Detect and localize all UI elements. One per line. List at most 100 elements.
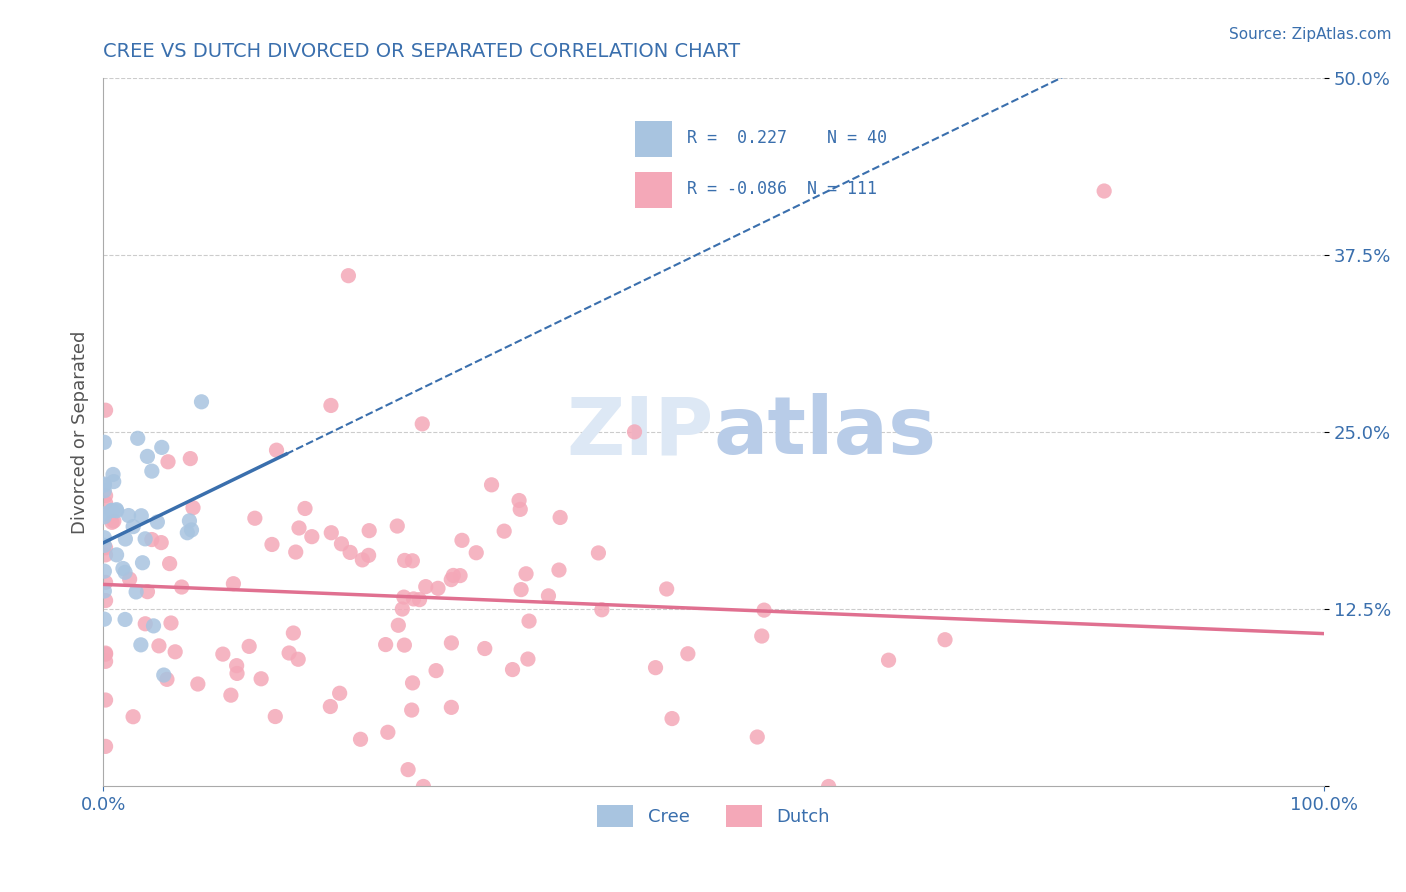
Point [394,638,416,652]
Point [427,582,450,596]
Y-axis label: Divorced or Separated: Divorced or Separated [72,330,89,533]
Point [160,615,183,630]
Point [391,602,413,616]
Point [93,538,115,552]
Point [225,658,247,673]
Point [465,546,488,560]
Point [150,441,173,455]
Point [136,450,159,464]
Point [122,519,145,533]
Point [100,503,122,517]
Point [136,584,159,599]
Text: atlas: atlas [713,393,936,471]
Point [401,703,423,717]
Point [94,654,117,668]
Point [118,572,141,586]
Point [93,509,115,524]
Point [190,394,212,409]
Point [94,647,117,661]
Point [751,629,773,643]
Point [157,455,180,469]
Point [105,502,128,516]
Point [494,524,516,538]
Point [93,435,115,450]
Point [284,545,307,559]
Point [357,549,380,563]
Point [180,523,202,537]
Point [94,403,117,417]
Point [94,496,117,510]
Point [330,537,353,551]
Point [287,652,309,666]
Point [402,591,425,606]
Point [747,730,769,744]
Point [94,575,117,590]
Point [516,652,538,666]
Point [377,725,399,739]
Point [441,568,464,582]
Point [591,603,613,617]
Point [122,710,145,724]
Point [156,673,179,687]
Point [260,537,283,551]
Point [359,524,381,538]
Point [114,532,136,546]
Point [94,646,117,660]
Point [103,475,125,489]
Point [211,647,233,661]
Point [105,504,128,518]
Point [222,576,245,591]
Point [349,732,371,747]
Point [105,548,128,562]
Point [425,664,447,678]
Text: ZIP: ZIP [567,393,713,471]
Point [278,646,301,660]
Point [117,508,139,523]
Point [250,672,273,686]
Point [752,603,775,617]
Point [146,515,169,529]
Point [288,521,311,535]
Point [93,612,115,626]
Text: CREE VS DUTCH DIVORCED OR SEPARATED CORRELATION CHART: CREE VS DUTCH DIVORCED OR SEPARATED CORR… [103,42,740,61]
Point [502,663,524,677]
Point [510,582,533,597]
Point [148,639,170,653]
Point [264,709,287,723]
Point [131,556,153,570]
Point [329,686,352,700]
Point [100,503,122,517]
Point [94,489,117,503]
Point [101,467,124,482]
Point [93,531,115,545]
Point [623,425,645,439]
Point [817,780,839,794]
Point [238,640,260,654]
Point [676,647,699,661]
Text: Source: ZipAtlas.com: Source: ZipAtlas.com [1229,27,1392,42]
Point [517,614,540,628]
Point [644,660,666,674]
Point [141,533,163,547]
Point [103,514,125,528]
Point [394,553,416,567]
Point [226,666,249,681]
Point [93,564,115,578]
Point [440,636,463,650]
Point [127,431,149,445]
Point [114,612,136,626]
Point [934,632,956,647]
Point [515,566,537,581]
Point [474,641,496,656]
Point [141,464,163,478]
Point [93,478,115,492]
Point [415,580,437,594]
Point [440,700,463,714]
Point [387,618,409,632]
Point [94,739,117,754]
Point [111,561,134,575]
Point [661,712,683,726]
Point [94,541,117,555]
Point [401,676,423,690]
Point [449,568,471,582]
